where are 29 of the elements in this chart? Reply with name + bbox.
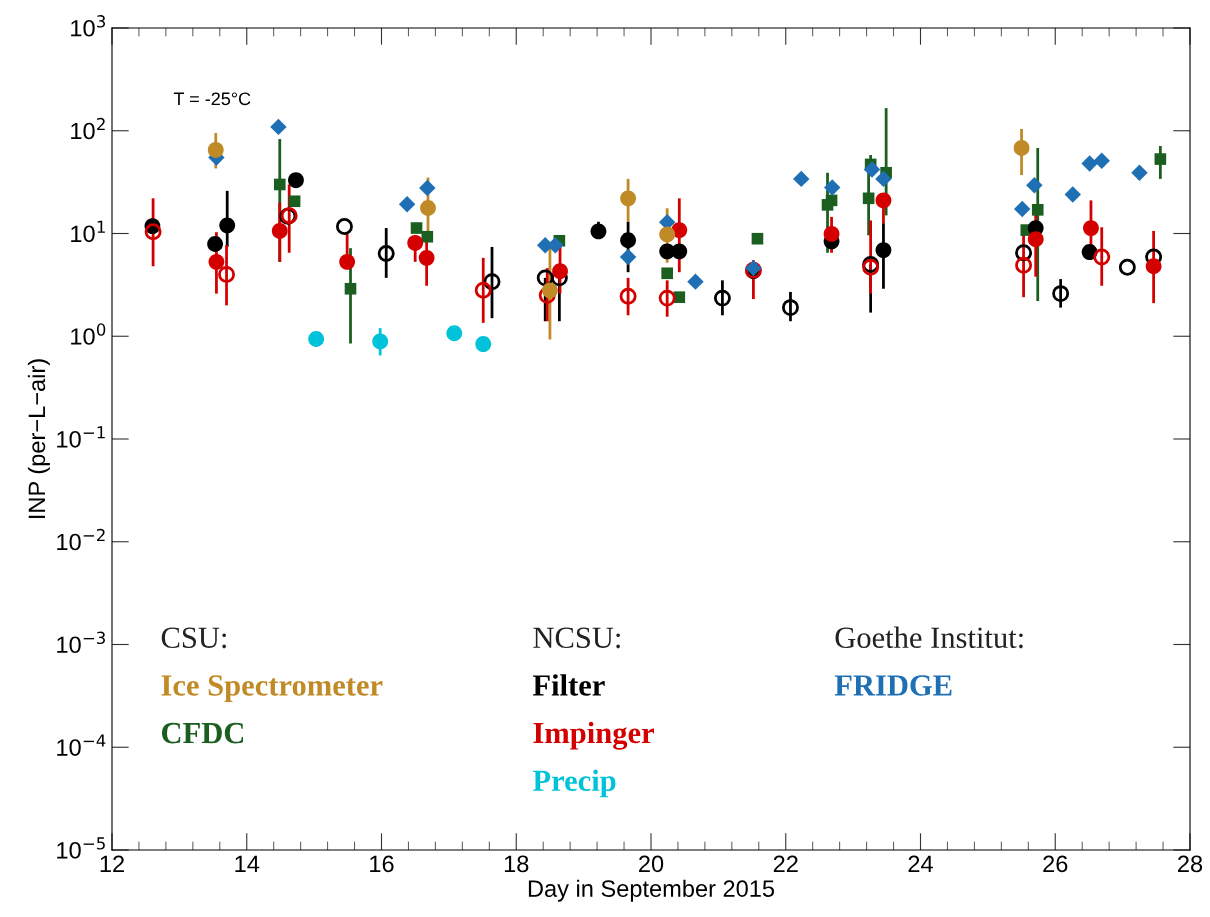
x-tick-label: 12 xyxy=(100,855,124,872)
x-tick-label: 18 xyxy=(504,855,529,873)
x-tick-label: 26 xyxy=(1043,855,1068,873)
y-tick-label: 10$^{−2}$ xyxy=(57,528,105,551)
y-tick-label: 10$^{−4}$ xyxy=(57,734,106,756)
y-tick-label: 10$^{3}$ xyxy=(71,15,106,37)
y-tick-label: 10$^{−3}$ xyxy=(57,631,105,654)
annotation: Goethe Institut: xyxy=(835,626,1023,649)
x-tick-label: 14 xyxy=(235,855,260,872)
text: Precip xyxy=(532,769,616,798)
y-axis-title: INP (per−L−air) xyxy=(27,359,50,518)
annotation: CSU: xyxy=(161,627,226,649)
text: Ice Spectrometer xyxy=(161,675,383,702)
y-tick-label: 10$^{0}$ xyxy=(71,323,106,345)
x-tick-label: 16 xyxy=(370,855,394,873)
annotation: NCSU: xyxy=(533,627,620,649)
text: CFDC xyxy=(162,722,244,744)
y-tick-label: 10$^{1}$ xyxy=(71,220,105,243)
text: Filter xyxy=(532,674,605,696)
text: FRIDGE xyxy=(834,675,952,696)
y-tick-label: 10$^{−1}$ xyxy=(57,426,105,448)
x-tick-label: 24 xyxy=(908,855,933,872)
x-tick-label: 20 xyxy=(639,855,664,873)
x-tick-label: 22 xyxy=(773,855,798,872)
text: Impinger xyxy=(533,721,654,750)
y-tick-label: 10$^{2}$ xyxy=(71,117,105,140)
x-tick-label: 28 xyxy=(1178,855,1203,873)
x-axis-title: Day in September 2015 xyxy=(528,879,775,902)
annotation: T = -25°C xyxy=(173,92,251,106)
